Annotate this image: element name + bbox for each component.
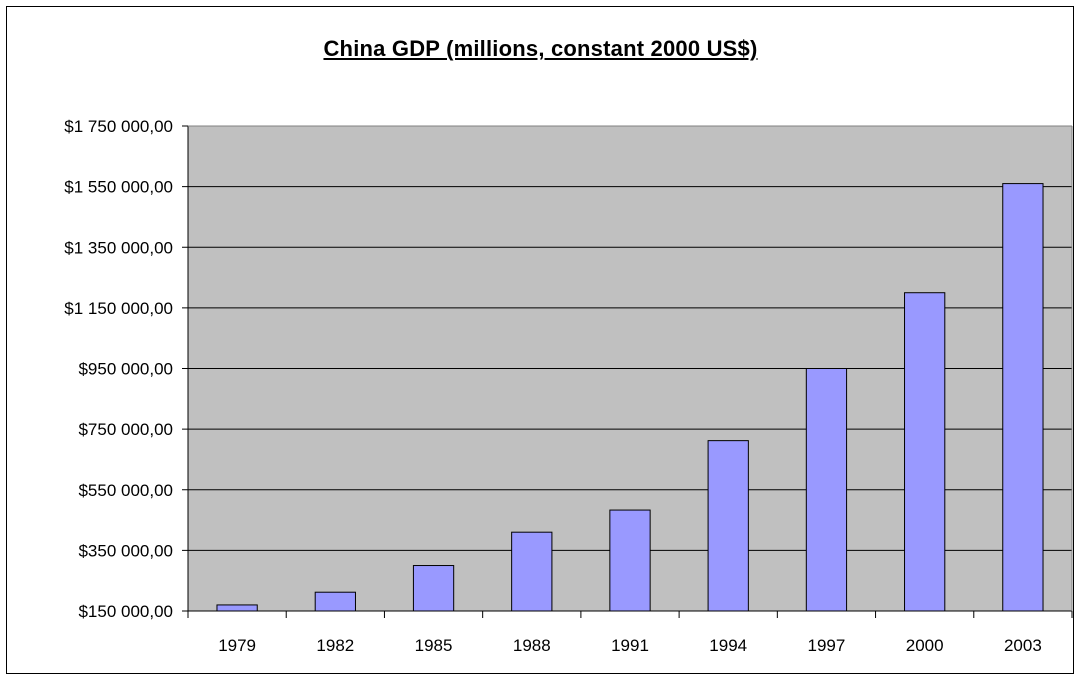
y-tick-label: $1 750 000,00 bbox=[64, 117, 173, 136]
y-tick-label: $750 000,00 bbox=[78, 420, 173, 439]
bar-1982 bbox=[314, 591, 356, 612]
x-tick-label: 2003 bbox=[1004, 636, 1042, 655]
bar-1997 bbox=[805, 368, 848, 612]
x-tick-label: 1982 bbox=[316, 636, 354, 655]
x-tick-label: 1994 bbox=[709, 636, 747, 655]
y-tick-labels: $150 000,00 $350 000,00 $550 000,00 $750 00… bbox=[64, 117, 173, 621]
bar-1988 bbox=[511, 531, 553, 612]
x-tick-label: 1991 bbox=[611, 636, 649, 655]
bar-2000 bbox=[904, 292, 946, 612]
x-tick-label: 1988 bbox=[513, 636, 551, 655]
x-tick-label: 1997 bbox=[808, 636, 846, 655]
bars bbox=[216, 183, 1044, 612]
bar-1979 bbox=[216, 604, 258, 612]
axes bbox=[182, 125, 1073, 618]
x-tick-label: 1985 bbox=[415, 636, 453, 655]
y-tick-label: $1 550 000,00 bbox=[64, 178, 173, 197]
x-tick-labels: 1979 1982 1985 1988 1991 1994 1997 2000 2003 bbox=[218, 636, 1042, 655]
y-tick-label: $350 000,00 bbox=[78, 541, 173, 560]
bar-1991 bbox=[609, 509, 651, 612]
chart-title: China GDP (millions, constant 2000 US$) bbox=[323, 36, 758, 61]
y-tick-label: $150 000,00 bbox=[78, 602, 173, 621]
bar-2003 bbox=[1002, 183, 1044, 612]
x-tick-label: 1979 bbox=[218, 636, 256, 655]
bar-1994 bbox=[707, 440, 749, 612]
bar-1985 bbox=[412, 565, 455, 612]
y-tick-label: $1 350 000,00 bbox=[64, 238, 173, 257]
x-tick-label: 2000 bbox=[906, 636, 944, 655]
y-tick-label: $950 000,00 bbox=[78, 360, 173, 379]
y-tick-label: $1 150 000,00 bbox=[64, 299, 173, 318]
y-tick-label: $550 000,00 bbox=[78, 481, 173, 500]
